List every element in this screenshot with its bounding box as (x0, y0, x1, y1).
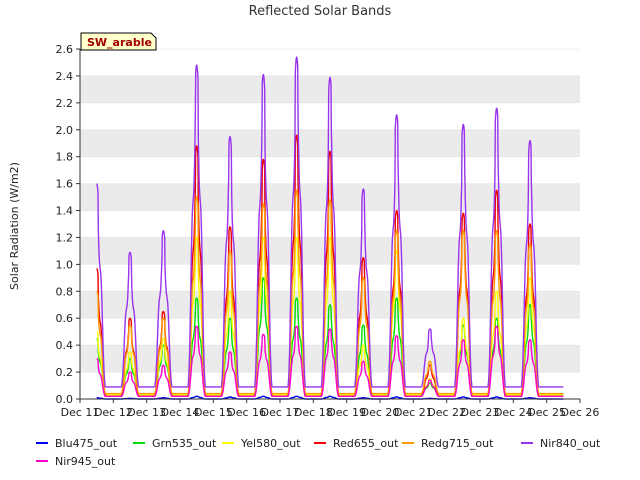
legend: Blu475_out Grn535_out Yel580_out Red655_out… (36, 437, 601, 468)
y-tick-label: 0.2 (56, 366, 74, 379)
x-tick-label: Dec 24 (494, 406, 533, 419)
x-tick-label: Dec 16 (227, 406, 266, 419)
legend-label: Nir840_out (540, 437, 601, 450)
x-tick-label: Dec 14 (161, 406, 200, 419)
badge-label: SW_arable (87, 36, 152, 49)
x-tick-label: Dec 12 (94, 406, 133, 419)
legend-label: Yel580_out (240, 437, 301, 450)
x-tick-label: Dec 11 (61, 406, 100, 419)
x-tick-label: Dec 17 (261, 406, 300, 419)
grid-band (80, 345, 580, 373)
badge: SW_arable (80, 32, 157, 51)
x-tick-label: Dec 20 (361, 406, 400, 419)
x-tick-label: Dec 21 (394, 406, 433, 419)
y-tick-label: 1.6 (56, 178, 74, 191)
y-tick-label: 2.2 (56, 97, 74, 110)
series-line-Nir945_out (96, 325, 564, 397)
y-tick-label: 2.4 (56, 70, 74, 83)
grid (80, 48, 580, 400)
x-tick-label: Dec 22 (427, 406, 466, 419)
y-tick-label: 1.0 (56, 258, 74, 271)
y-tick-label: 2.0 (56, 124, 74, 137)
y-tick-label: 2.6 (56, 43, 74, 56)
y-ticks: 0.0 0.2 0.4 0.6 0.8 1.0 1.2 1.4 1.6 1.8 2.0 2.2 2.4 2… (56, 43, 80, 406)
x-tick-label: Dec 26 (561, 406, 600, 419)
x-tick-label: Dec 18 (294, 406, 333, 419)
y-tick-label: 1.8 (56, 151, 74, 164)
x-tick-label: Dec 15 (194, 406, 233, 419)
x-tick-label: Dec 19 (327, 406, 366, 419)
y-tick-label: 0.0 (56, 393, 74, 406)
legend-label: Red655_out (333, 437, 399, 450)
legend-label: Grn535_out (152, 437, 217, 450)
x-tick-label: Dec 25 (527, 406, 566, 419)
y-tick-label: 0.6 (56, 312, 74, 325)
legend-label: Blu475_out (55, 437, 118, 450)
chart-title: Reflected Solar Bands (249, 4, 392, 19)
plot-background (80, 49, 580, 399)
axes (79, 49, 580, 400)
legend-label: Nir945_out (55, 455, 116, 468)
series-lines (96, 56, 564, 400)
x-tick-label: Dec 13 (127, 406, 166, 419)
y-tick-label: 0.8 (56, 285, 74, 298)
grid-band (80, 183, 580, 211)
y-tick-label: 1.4 (56, 205, 74, 218)
series-line-Redg715_out (96, 189, 564, 395)
grid-band (80, 237, 580, 265)
x-tick-label: Dec 23 (461, 406, 500, 419)
legend-label: Redg715_out (421, 437, 494, 450)
y-tick-label: 0.4 (56, 339, 74, 352)
series-line-Nir840_out (96, 56, 564, 388)
plot-area (80, 49, 580, 399)
y-axis-label: Solar Radiation (W/m2) (8, 162, 21, 290)
y-tick-label: 1.2 (56, 231, 74, 244)
series-line-Yel580_out (96, 236, 564, 396)
badge-box (80, 32, 157, 51)
